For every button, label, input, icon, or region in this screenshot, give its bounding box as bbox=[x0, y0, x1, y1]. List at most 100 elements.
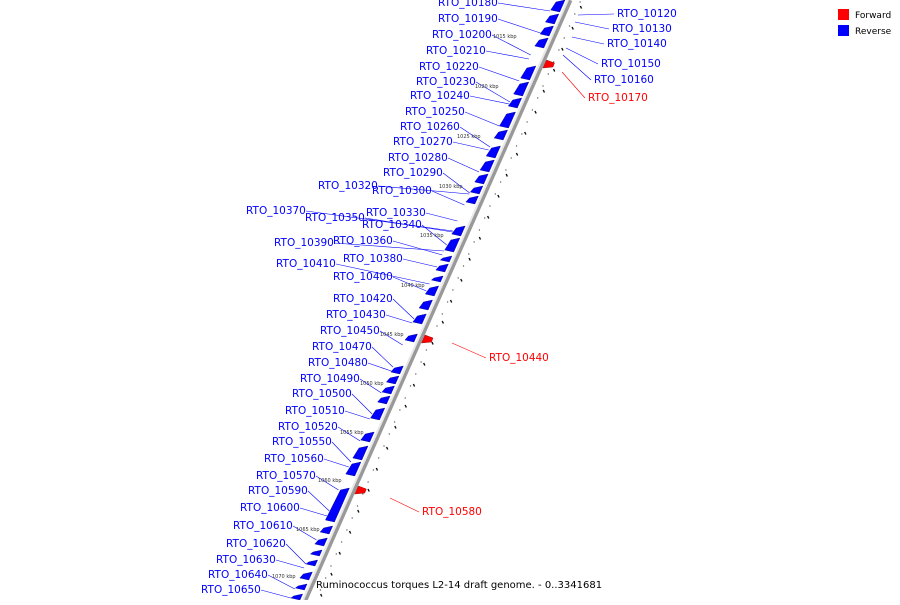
leader-line bbox=[331, 441, 352, 463]
gene-label: RTO_10260 bbox=[400, 121, 460, 133]
reverse-gene-block bbox=[439, 255, 453, 263]
gene-label: RTO_10190 bbox=[438, 13, 498, 25]
tick-dash bbox=[404, 404, 407, 408]
leader-line bbox=[425, 212, 458, 222]
gene-label: RTO_10230 bbox=[416, 76, 476, 88]
right-gene-labels: RTO_10120 RTO_10130 RTO_10140 RTO_10150 RTO_… bbox=[422, 8, 677, 518]
reverse-gene-block bbox=[360, 431, 375, 443]
leader-line bbox=[392, 276, 427, 292]
leader-line bbox=[392, 298, 415, 320]
legend: Forward Reverse bbox=[838, 9, 892, 37]
gene-label: RTO_10340 bbox=[362, 219, 422, 231]
guide-dot bbox=[505, 169, 507, 171]
guide-dot bbox=[383, 445, 385, 447]
legend-label-forward: Forward bbox=[855, 11, 891, 21]
guide-dot bbox=[558, 49, 560, 51]
reverse-gene-block bbox=[534, 37, 549, 49]
guide-dot bbox=[526, 121, 528, 123]
reverse-gene-block bbox=[294, 583, 308, 591]
leader-line bbox=[421, 224, 447, 246]
reverse-gene-block bbox=[469, 185, 484, 195]
leader-line bbox=[447, 157, 480, 173]
gene-label: RTO_10170 bbox=[588, 92, 648, 104]
tick-dash bbox=[542, 89, 546, 93]
reverse-gene-block bbox=[451, 225, 466, 237]
guide-dot bbox=[409, 385, 412, 387]
guide-dot bbox=[574, 13, 576, 15]
leader-line bbox=[469, 95, 510, 105]
gene-label: RTO_10270 bbox=[393, 136, 453, 148]
leader-line bbox=[389, 497, 420, 513]
guide-dot bbox=[473, 241, 475, 243]
scale-label: 1040 kbp bbox=[401, 283, 425, 289]
leader-line bbox=[561, 71, 586, 99]
tick-dash bbox=[478, 236, 482, 240]
gene-label: RTO_10410 bbox=[276, 258, 336, 270]
gene-label: RTO_10590 bbox=[248, 485, 308, 497]
leader-line bbox=[344, 410, 371, 420]
tick-dash bbox=[460, 278, 463, 282]
gene-label: RTO_10560 bbox=[264, 453, 324, 465]
guide-dot bbox=[356, 505, 359, 507]
leader-line bbox=[335, 263, 430, 285]
guide-dot bbox=[340, 541, 343, 543]
gene-label: RTO_10290 bbox=[383, 167, 443, 179]
leader-line bbox=[359, 378, 382, 394]
leader-line bbox=[307, 490, 330, 512]
gene-label: RTO_10390 bbox=[274, 237, 334, 249]
leader-line bbox=[571, 36, 605, 45]
guide-dot bbox=[446, 301, 449, 303]
guide-dot bbox=[399, 409, 401, 411]
legend-swatch-forward bbox=[838, 9, 849, 20]
reverse-gene-block bbox=[479, 159, 495, 173]
leader-line bbox=[459, 126, 491, 148]
tick-dash bbox=[534, 110, 537, 114]
gene-label: RTO_10480 bbox=[308, 357, 368, 369]
guide-dot bbox=[425, 349, 428, 351]
leader-line bbox=[377, 185, 470, 195]
guide-dot bbox=[378, 457, 380, 459]
guide-dot bbox=[489, 205, 491, 207]
leader-line bbox=[367, 362, 392, 372]
genome-caption: Ruminococcus torques L2-14 draft genome.… bbox=[316, 580, 602, 591]
gene-label: RTO_10130 bbox=[612, 23, 672, 35]
leader-line bbox=[464, 111, 500, 127]
legend-swatch-reverse bbox=[838, 25, 849, 36]
guide-dot bbox=[568, 25, 571, 27]
gene-label: RTO_10250 bbox=[405, 106, 465, 118]
leader-line bbox=[292, 525, 317, 541]
guide-dot bbox=[388, 433, 391, 435]
axis-tick-dashes bbox=[319, 5, 583, 597]
scale-label: 1065 kbp bbox=[296, 527, 320, 533]
guide-dot bbox=[468, 253, 470, 255]
forward-gene-block bbox=[421, 334, 434, 344]
gene-label: RTO_10200 bbox=[432, 29, 492, 41]
tick-dash bbox=[552, 68, 556, 72]
guide-dot bbox=[330, 565, 332, 567]
guide-dot bbox=[441, 313, 444, 315]
tick-dash bbox=[497, 194, 500, 198]
reverse-gene-block bbox=[345, 461, 362, 477]
gene-label: RTO_10620 bbox=[226, 538, 286, 550]
gene-label: RTO_10470 bbox=[312, 341, 372, 353]
leader-line bbox=[475, 81, 511, 103]
scale-label: 1045 kbp bbox=[380, 332, 404, 338]
reverse-gene-block bbox=[539, 25, 554, 37]
reverse-gene-block bbox=[325, 487, 350, 523]
reverse-gene-block bbox=[474, 173, 489, 185]
guide-dot bbox=[510, 157, 512, 159]
tick-dash bbox=[385, 446, 389, 450]
leader-line bbox=[364, 217, 453, 233]
guide-dot bbox=[367, 481, 369, 483]
leader-line bbox=[402, 258, 438, 268]
tick-dash bbox=[412, 383, 416, 387]
reverse-gene-block bbox=[550, 0, 566, 13]
gene-label: RTO_10580 bbox=[422, 506, 482, 518]
genome-axis bbox=[302, 0, 573, 602]
tick-dash bbox=[319, 593, 323, 597]
leader-line bbox=[351, 393, 373, 415]
guide-dot bbox=[362, 493, 364, 495]
leader-line bbox=[451, 342, 487, 359]
scale-label: 1020 kbp bbox=[475, 84, 499, 90]
